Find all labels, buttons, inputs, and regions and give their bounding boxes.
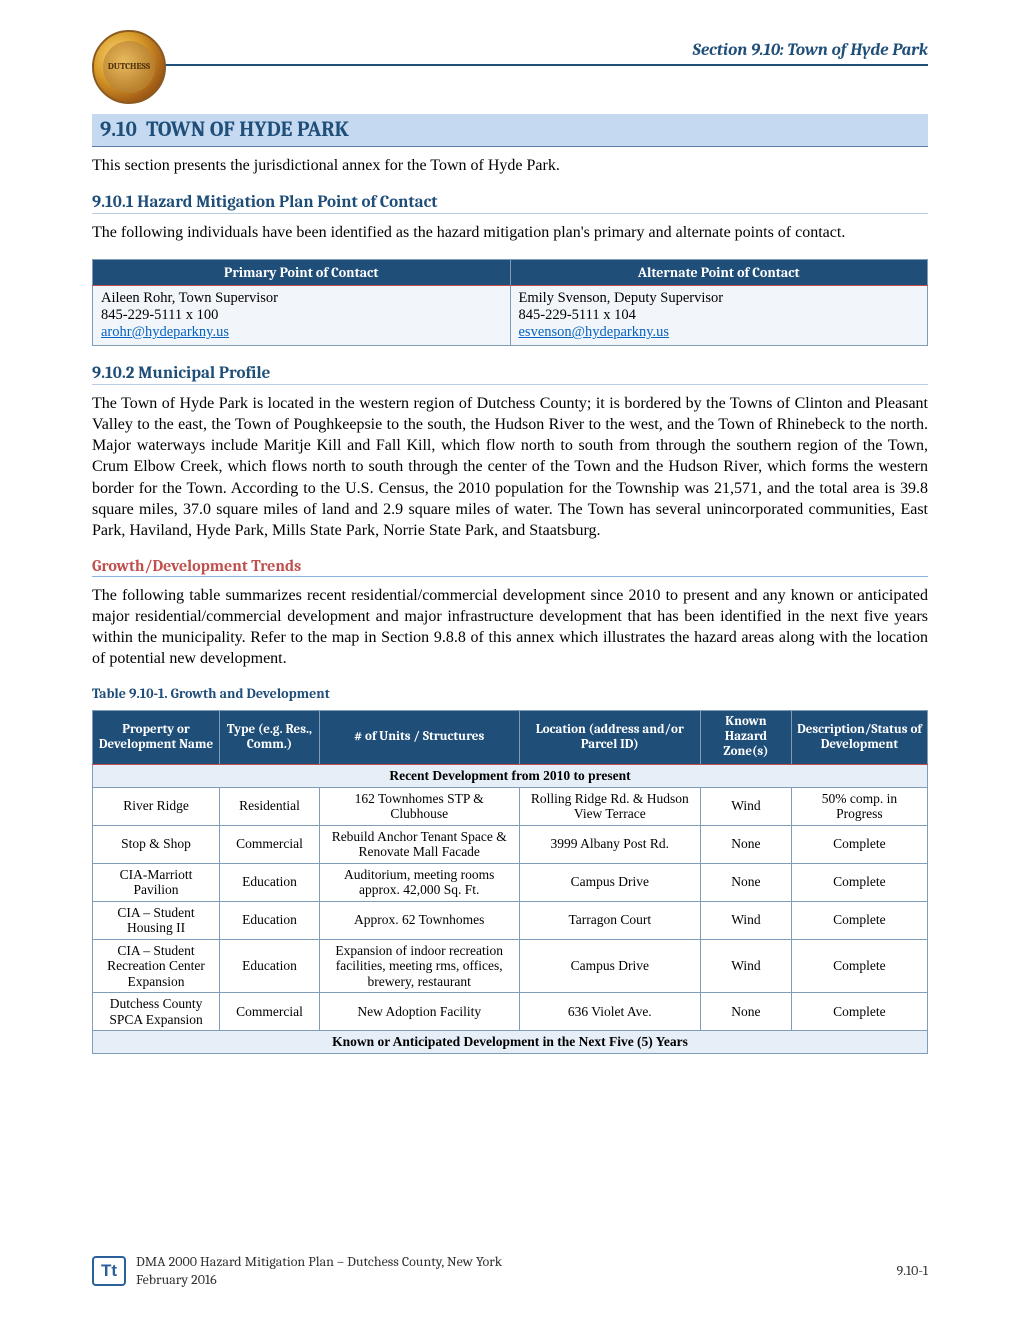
dev-cell-loc: Rolling Ridge Rd. & Hudson View Terrace <box>519 787 701 825</box>
dev-th-units: # of Units / Structures <box>319 711 519 765</box>
dev-section-label: Recent Development from 2010 to present <box>93 765 928 788</box>
dev-cell-name: CIA – Student Housing II <box>93 901 220 939</box>
table-row: River RidgeResidential162 Townhomes STP … <box>93 787 928 825</box>
dev-cell-haz: Wind <box>701 939 792 993</box>
dev-cell-desc: Complete <box>791 901 927 939</box>
dev-cell-loc: Campus Drive <box>519 863 701 901</box>
dev-section-row: Known or Anticipated Development in the … <box>93 1031 928 1054</box>
dev-th-type: Type (e.g. Res., Comm.) <box>220 711 320 765</box>
dev-cell-haz: None <box>701 863 792 901</box>
dev-cell-type: Residential <box>220 787 320 825</box>
contact-primary-cell: Aileen Rohr, Town Supervisor 845-229-511… <box>93 286 511 346</box>
contact-body: The following individuals have been iden… <box>92 222 928 243</box>
dev-cell-loc: Campus Drive <box>519 939 701 993</box>
dev-cell-loc: 636 Violet Ave. <box>519 993 701 1031</box>
profile-body: The Town of Hyde Park is located in the … <box>92 393 928 541</box>
footer-page-number: 9.10-1 <box>896 1262 928 1279</box>
dev-cell-type: Education <box>220 901 320 939</box>
dev-cell-loc: Tarragon Court <box>519 901 701 939</box>
dev-cell-units: Expansion of indoor recreation facilitie… <box>319 939 519 993</box>
dev-cell-units: 162 Townhomes STP & Clubhouse <box>319 787 519 825</box>
dev-cell-haz: Wind <box>701 787 792 825</box>
dev-th-location: Location (address and/or Parcel ID) <box>519 711 701 765</box>
dev-cell-name: Stop & Shop <box>93 825 220 863</box>
alternate-phone: 845-229-5111 x 104 <box>519 307 636 323</box>
dev-cell-type: Commercial <box>220 993 320 1031</box>
contact-primary-header: Primary Point of Contact <box>93 260 511 286</box>
footer-line1: DMA 2000 Hazard Mitigation Plan – Dutche… <box>136 1253 502 1270</box>
dev-th-hazard: Known Hazard Zone(s) <box>701 711 792 765</box>
development-table: Property or Development Name Type (e.g. … <box>92 710 928 1054</box>
contact-heading: 9.10.1 Hazard Mitigation Plan Point of C… <box>92 193 928 214</box>
dev-cell-haz: None <box>701 993 792 1031</box>
contact-alternate-cell: Emily Svenson, Deputy Supervisor 845-229… <box>510 286 928 346</box>
growth-body: The following table summarizes recent re… <box>92 585 928 669</box>
dev-cell-haz: Wind <box>701 901 792 939</box>
footer-line2: February 2016 <box>136 1271 217 1288</box>
dev-cell-loc: 3999 Albany Post Rd. <box>519 825 701 863</box>
dev-section-row: Recent Development from 2010 to present <box>93 765 928 788</box>
profile-heading: 9.10.2 Municipal Profile <box>92 364 928 385</box>
dev-cell-units: New Adoption Facility <box>319 993 519 1031</box>
section-number: 9.10 <box>100 118 137 142</box>
table-row: CIA-Marriott PavilionEducationAuditorium… <box>93 863 928 901</box>
dev-cell-type: Education <box>220 939 320 993</box>
alternate-name: Emily Svenson, Deputy Supervisor <box>519 290 724 306</box>
table-row: Stop & ShopCommercialRebuild Anchor Tena… <box>93 825 928 863</box>
dev-cell-units: Approx. 62 Townhomes <box>319 901 519 939</box>
dev-cell-haz: None <box>701 825 792 863</box>
table-row: Dutchess County SPCA ExpansionCommercial… <box>93 993 928 1031</box>
header-section-ref: Section 9.10: Town of Hyde Park <box>693 41 928 64</box>
contact-alternate-header: Alternate Point of Contact <box>510 260 928 286</box>
dev-cell-units: Rebuild Anchor Tenant Space & Renovate M… <box>319 825 519 863</box>
primary-phone: 845-229-5111 x 100 <box>101 307 218 323</box>
dev-cell-desc: Complete <box>791 993 927 1031</box>
page-header: DUTCHESS Section 9.10: Town of Hyde Park <box>92 34 928 66</box>
dev-cell-name: River Ridge <box>93 787 220 825</box>
contact-table: Primary Point of Contact Alternate Point… <box>92 259 928 346</box>
page-footer: Tt DMA 2000 Hazard Mitigation Plan – Dut… <box>92 1253 928 1288</box>
footer-text: DMA 2000 Hazard Mitigation Plan – Dutche… <box>136 1253 896 1288</box>
dev-th-name: Property or Development Name <box>93 711 220 765</box>
dev-cell-desc: Complete <box>791 863 927 901</box>
dev-table-caption: Table 9.10-1. Growth and Development <box>92 685 928 702</box>
growth-heading: Growth/Development Trends <box>92 557 928 577</box>
dev-th-desc: Description/Status of Development <box>791 711 927 765</box>
dev-cell-desc: 50% comp. in Progress <box>791 787 927 825</box>
county-seal-icon: DUTCHESS <box>92 30 166 104</box>
dev-cell-name: CIA – Student Recreation Center Expansio… <box>93 939 220 993</box>
dev-cell-desc: Complete <box>791 825 927 863</box>
dev-cell-units: Auditorium, meeting rooms approx. 42,000… <box>319 863 519 901</box>
primary-email-link[interactable]: arohr@hydeparkny.us <box>101 324 229 340</box>
dev-section-label: Known or Anticipated Development in the … <box>93 1031 928 1054</box>
dev-cell-type: Education <box>220 863 320 901</box>
table-row: CIA – Student Housing IIEducationApprox.… <box>93 901 928 939</box>
section-title: 9.10 TOWN OF HYDE PARK <box>92 114 928 147</box>
dev-cell-name: CIA-Marriott Pavilion <box>93 863 220 901</box>
footer-logo-icon: Tt <box>92 1256 126 1286</box>
dev-cell-name: Dutchess County SPCA Expansion <box>93 993 220 1031</box>
section-name: TOWN OF HYDE PARK <box>146 118 349 142</box>
primary-name: Aileen Rohr, Town Supervisor <box>101 290 278 306</box>
table-row: CIA – Student Recreation Center Expansio… <box>93 939 928 993</box>
dev-cell-type: Commercial <box>220 825 320 863</box>
dev-cell-desc: Complete <box>791 939 927 993</box>
intro-paragraph: This section presents the jurisdictional… <box>92 157 928 175</box>
alternate-email-link[interactable]: esvenson@hydeparkny.us <box>519 324 670 340</box>
